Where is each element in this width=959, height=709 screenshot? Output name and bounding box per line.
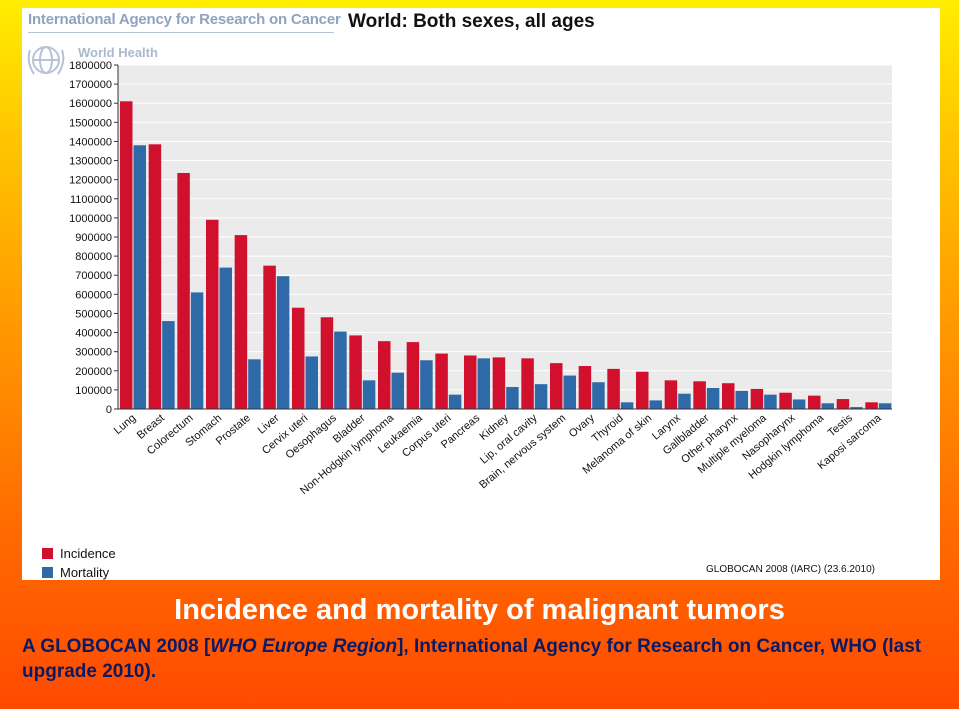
chart-panel: International Agency for Research on Can…: [22, 8, 940, 580]
y-tick-label: 500000: [75, 308, 112, 320]
caption-prefix: A GLOBOCAN 2008 [: [22, 636, 211, 657]
bar-mortality: [276, 276, 290, 409]
bar-incidence: [378, 341, 391, 409]
bar-mortality: [534, 384, 548, 409]
bar-incidence: [148, 144, 162, 410]
source-credit: GLOBOCAN 2008 (IARC) (23.6.2010): [706, 564, 875, 575]
y-tick-label: 1200000: [69, 175, 112, 187]
header-divider: [28, 32, 334, 33]
bar-mortality: [649, 400, 662, 409]
bar-incidence: [779, 392, 792, 409]
bar-mortality: [792, 399, 806, 409]
bar-mortality: [764, 394, 777, 409]
bar-incidence: [464, 355, 477, 409]
bar-incidence: [607, 368, 620, 409]
bar-mortality: [563, 375, 576, 409]
bar-incidence: [435, 353, 448, 409]
y-tick-label: 0: [106, 404, 112, 416]
bar-incidence: [664, 380, 678, 409]
bar-incidence: [206, 219, 219, 409]
bar-mortality: [133, 145, 146, 409]
y-tick-label: 1100000: [70, 194, 112, 206]
bar-mortality: [448, 394, 462, 409]
caption-body: A GLOBOCAN 2008 [WHO Europe Region], Int…: [22, 634, 947, 684]
bar-incidence: [693, 381, 706, 409]
mortality-swatch: [42, 567, 53, 578]
bar-mortality: [850, 407, 863, 409]
legend-label-incidence: Incidence: [60, 546, 116, 561]
bar-mortality: [391, 372, 404, 409]
bar-mortality: [190, 292, 204, 409]
legend-label-mortality: Mortality: [60, 565, 110, 580]
bar-mortality: [735, 390, 748, 409]
y-tick-label: 900000: [75, 232, 112, 244]
bar-incidence: [492, 357, 506, 409]
y-tick-label: 200000: [75, 366, 112, 378]
caption-title: Incidence and mortality of malignant tum…: [174, 594, 785, 626]
legend: Incidence Mortality: [42, 544, 116, 582]
bar-incidence: [320, 317, 334, 409]
y-tick-label: 700000: [75, 270, 112, 282]
bar-mortality: [506, 387, 519, 409]
bar-mortality: [219, 267, 232, 409]
bar-mortality: [334, 331, 347, 409]
bar-mortality: [592, 382, 605, 409]
legend-item-incidence: Incidence: [42, 544, 116, 563]
bar-incidence: [808, 395, 821, 409]
bar-mortality: [248, 359, 261, 409]
bar-incidence: [836, 399, 850, 409]
bar-incidence: [292, 307, 305, 409]
bar-incidence: [750, 388, 764, 409]
y-tick-label: 400000: [75, 328, 112, 340]
bar-mortality: [821, 403, 834, 409]
bar-chart: 0 100000 200000 300000 400000 500000 600000 700…: [69, 60, 892, 497]
bar-incidence: [550, 363, 563, 409]
y-tick-label: 100000: [75, 385, 112, 397]
y-tick-label: 1300000: [69, 156, 112, 168]
bar-incidence: [521, 358, 534, 409]
who-header: World Health: [78, 45, 158, 60]
y-tick-label: 1600000: [69, 98, 112, 110]
y-tick-label: 1400000: [69, 136, 112, 148]
bar-incidence: [234, 235, 248, 409]
caption-suffix: ], International Agency for Research on …: [22, 636, 922, 682]
bar-mortality: [162, 321, 175, 409]
bar-mortality: [420, 360, 433, 409]
legend-item-mortality: Mortality: [42, 563, 116, 582]
bar-mortality: [477, 358, 490, 409]
bar-incidence: [578, 366, 592, 409]
bar-mortality: [878, 403, 892, 409]
incidence-swatch: [42, 548, 53, 559]
bar-mortality: [706, 387, 720, 409]
bar-mortality: [362, 380, 376, 409]
bar-incidence: [263, 265, 276, 409]
bar-mortality: [620, 402, 634, 409]
agency-header: International Agency for Research on Can…: [28, 11, 341, 28]
bar-incidence: [177, 172, 190, 409]
y-tick-label: 600000: [75, 289, 112, 301]
bar-incidence: [406, 342, 420, 409]
chart-title: World: Both sexes, all ages: [348, 11, 595, 32]
y-tick-label: 1700000: [69, 79, 112, 91]
bar-incidence: [636, 371, 649, 409]
who-emblem-icon: [27, 46, 65, 75]
bar-mortality: [305, 356, 318, 409]
y-tick-label: 1000000: [69, 213, 112, 225]
caption-italic: WHO Europe Region: [210, 636, 398, 657]
y-tick-label: 1500000: [69, 117, 112, 129]
bar-mortality: [678, 393, 691, 409]
bar-incidence: [120, 101, 133, 410]
bar-incidence: [349, 335, 362, 409]
y-tick-label: 1800000: [69, 60, 112, 72]
bar-incidence: [722, 383, 735, 409]
y-tick-label: 300000: [75, 347, 112, 359]
bar-incidence: [865, 402, 878, 409]
y-tick-label: 800000: [75, 251, 112, 263]
